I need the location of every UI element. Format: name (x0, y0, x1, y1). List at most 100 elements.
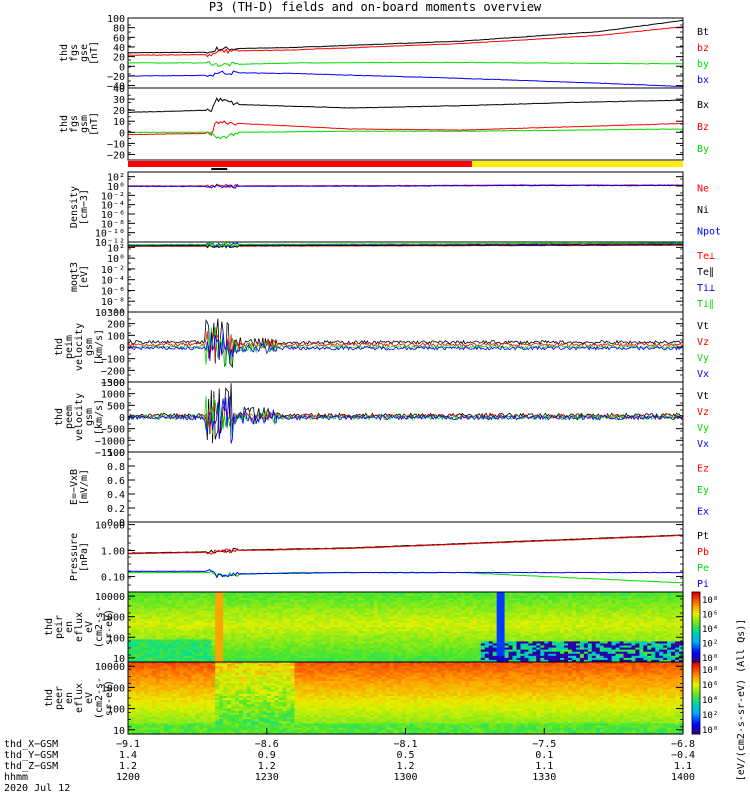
heatmap-cell (615, 655, 621, 659)
heatmap-cell (227, 616, 232, 620)
heatmap-cell (607, 653, 613, 657)
heatmap-cell (346, 592, 351, 595)
heatmap-cell (524, 633, 529, 636)
heatmap-cell (496, 627, 502, 630)
heatmap-cell (377, 647, 383, 651)
heatmap-cell (290, 592, 296, 595)
heatmap-cell (488, 643, 494, 647)
heatmap-cell (536, 633, 541, 636)
heatmap-cell (651, 620, 656, 624)
heatmap-cell (504, 598, 510, 601)
heatmap-cell (290, 643, 296, 647)
heatmap-cell (147, 596, 153, 599)
heatmap-cell (254, 596, 260, 599)
heatmap-cell (591, 608, 597, 612)
heatmap-cell (433, 657, 438, 661)
heatmap-cell (579, 649, 585, 653)
heatmap-cell (504, 616, 510, 620)
heatmap-cell (171, 592, 177, 595)
heatmap-cell (223, 635, 228, 638)
heatmap-cell (377, 649, 383, 653)
heatmap-cell (572, 657, 577, 661)
heatmap-cell (373, 610, 379, 614)
heatmap-cell (215, 655, 220, 659)
heatmap-cell (421, 606, 426, 610)
heatmap-cell (235, 627, 240, 630)
heatmap-cell (350, 596, 355, 599)
heatmap-cell (266, 649, 272, 653)
heatmap-cell (155, 592, 161, 595)
heatmap-cell (250, 631, 256, 634)
heatmap-cell (381, 606, 387, 610)
legend-By: By (697, 144, 709, 155)
heatmap-cell (286, 614, 292, 618)
heatmap-cell (207, 633, 212, 636)
heatmap-cell (552, 657, 557, 661)
heatmap-cell (381, 618, 387, 622)
heatmap-cell (286, 596, 292, 599)
heatmap-cell (508, 596, 514, 599)
heatmap-cell (401, 602, 407, 605)
heatmap-cell (167, 606, 173, 610)
heatmap-cell (611, 659, 617, 663)
heatmap-cell (433, 598, 438, 601)
heatmap-cell (250, 610, 256, 614)
heatmap-cell (294, 624, 300, 628)
heatmap-cell (655, 616, 660, 620)
heatmap-cell (231, 643, 236, 647)
heatmap-cell (623, 600, 629, 603)
heatmap-cell (472, 655, 478, 659)
heatmap-cell (377, 651, 383, 655)
heatmap-cell (350, 602, 355, 605)
heatmap-cell (421, 624, 426, 628)
heatmap-cell (615, 598, 621, 601)
heatmap-cell (659, 620, 664, 624)
heatmap-cell (171, 635, 177, 638)
heatmap-cell (465, 610, 470, 614)
heatmap-cell (433, 596, 438, 599)
heatmap-cell (139, 637, 145, 640)
heatmap-cell (278, 600, 284, 603)
heatmap-cell (615, 629, 621, 632)
heatmap-cell (239, 600, 244, 603)
heatmap-cell (619, 616, 625, 620)
heatmap-cell (215, 659, 220, 663)
heatmap-cell (405, 635, 411, 638)
heatmap-cell (548, 657, 553, 661)
heatmap-cell (659, 610, 664, 614)
heatmap-cell (425, 631, 430, 634)
heatmap-cell (207, 608, 212, 612)
heatmap-cell (591, 649, 597, 653)
heatmap-cell (235, 641, 240, 645)
heatmap-cell (484, 624, 490, 628)
heatmap-cell (476, 616, 482, 620)
heatmap-cell (595, 606, 601, 610)
heatmap-cell (258, 653, 264, 657)
heatmap-cell (540, 641, 545, 645)
heatmap-cell (258, 618, 264, 622)
heatmap-cell (266, 612, 272, 616)
legend-Te∥: Te∥ (697, 267, 714, 278)
heatmap-cell (488, 651, 494, 655)
heatmap-cell (591, 612, 597, 616)
heatmap-cell (350, 620, 355, 624)
heatmap-cell (254, 633, 260, 636)
heatmap-cell (223, 598, 228, 601)
heatmap-cell (298, 620, 304, 624)
heatmap-cell (544, 606, 549, 610)
heatmap-cell (560, 598, 565, 601)
heatmap-cell (338, 639, 343, 643)
heatmap-cell (179, 616, 185, 620)
heatmap-cell (294, 602, 300, 605)
heatmap-cell (250, 618, 256, 622)
heatmap-cell (603, 639, 609, 643)
heatmap-cell (421, 633, 426, 636)
heatmap-cell (369, 602, 375, 605)
ytick-label: −300 (101, 378, 125, 389)
heatmap-cell (246, 612, 252, 616)
heatmap-cell (314, 657, 319, 661)
heatmap-cell (635, 618, 640, 622)
heatmap-cell (472, 600, 478, 603)
legend-Vx: Vx (697, 369, 709, 380)
heatmap-cell (389, 633, 395, 636)
